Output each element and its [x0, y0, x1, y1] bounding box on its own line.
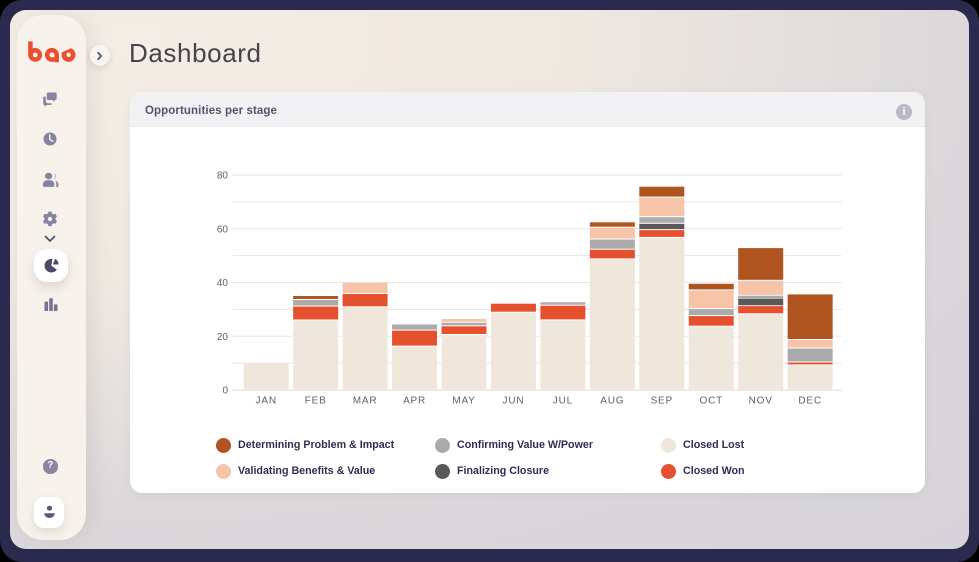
svg-text:MAY: MAY [452, 396, 475, 407]
svg-text:DEC: DEC [798, 396, 822, 407]
svg-text:60: 60 [217, 224, 229, 235]
svg-text:FEB: FEB [305, 396, 327, 407]
svg-text:0: 0 [222, 386, 228, 397]
svg-text:JUL: JUL [553, 396, 573, 407]
svg-text:JUN: JUN [503, 396, 525, 407]
svg-text:APR: APR [403, 396, 426, 407]
svg-text:OCT: OCT [699, 396, 723, 407]
svg-text:SEP: SEP [651, 396, 673, 407]
svg-text:20: 20 [217, 332, 229, 343]
svg-text:AUG: AUG [600, 396, 624, 407]
svg-text:80: 80 [217, 171, 229, 182]
svg-text:JAN: JAN [256, 396, 277, 407]
svg-text:40: 40 [217, 278, 229, 289]
svg-text:NOV: NOV [749, 396, 773, 407]
svg-text:MAR: MAR [353, 396, 378, 407]
